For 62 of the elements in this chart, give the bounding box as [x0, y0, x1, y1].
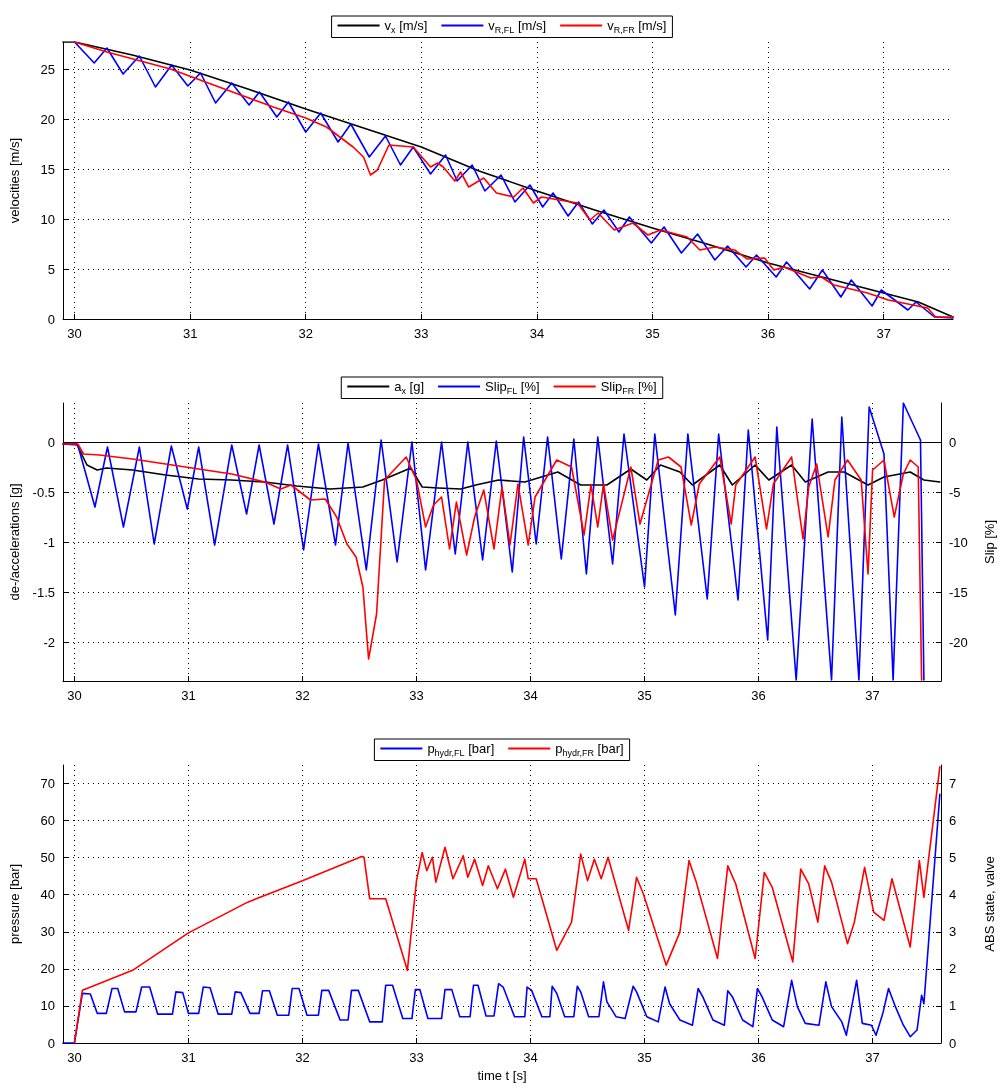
- y2-axis-title: ABS state, valve: [982, 856, 997, 952]
- y-axis-title: velocities [m/s]: [7, 137, 22, 224]
- x-tick-label: 36: [760, 326, 776, 341]
- y-tick-label: 15: [40, 161, 55, 177]
- y-tick-label: 60: [40, 813, 55, 829]
- x-tick-label: 30: [67, 688, 82, 703]
- x-tick-label: 31: [182, 326, 198, 341]
- y2-tick-label: -5: [949, 484, 961, 500]
- x-tick-label: 36: [751, 1050, 766, 1065]
- x-tick-label: 33: [414, 326, 429, 341]
- y-tick-label: -1: [43, 534, 55, 550]
- y2-tick-label: 3: [949, 924, 957, 940]
- y-axis-title: pressure [bar]: [7, 863, 22, 945]
- x-axis-title: time t [s]: [477, 1068, 527, 1083]
- y-tick-label: 0: [47, 434, 55, 450]
- x-tick-label: 34: [523, 1050, 538, 1065]
- y2-tick-label: 2: [949, 961, 957, 977]
- x-tick-label: 31: [181, 688, 196, 703]
- y-tick-label: 20: [40, 961, 55, 977]
- x-tick-label: 35: [645, 326, 660, 341]
- x-tick-label: 36: [751, 688, 766, 703]
- y2-axis-title: Slip [%]: [982, 519, 997, 565]
- x-tick-label: 32: [295, 688, 310, 703]
- y-tick-label: 10: [40, 998, 55, 1014]
- y-tick-label: -2: [43, 634, 55, 650]
- y2-tick-label: -10: [949, 534, 968, 550]
- y2-tick-label: 0: [949, 434, 957, 450]
- y2-tick-label: -20: [949, 634, 968, 650]
- y-tick-label: -0.5: [32, 484, 55, 500]
- y-tick-label: 30: [40, 924, 55, 940]
- x-tick-label: 30: [67, 326, 82, 341]
- y-tick-label: 10: [40, 211, 55, 227]
- x-tick-label: 37: [865, 1050, 880, 1065]
- x-tick-label: 32: [295, 1050, 310, 1065]
- y2-tick-label: -15: [949, 584, 968, 600]
- x-tick-label: 33: [409, 688, 424, 703]
- x-tick-label: 37: [865, 688, 880, 703]
- y-tick-label: 0: [47, 311, 55, 327]
- y2-tick-label: 5: [949, 850, 957, 866]
- y-tick-label: 0: [47, 1035, 55, 1051]
- y-tick-label: 20: [40, 111, 55, 127]
- y2-tick-label: 1: [949, 998, 957, 1014]
- y-tick-label: 5: [47, 261, 55, 277]
- y2-tick-label: 0: [949, 1035, 957, 1051]
- x-tick-label: 35: [637, 1050, 652, 1065]
- x-tick-label: 34: [523, 688, 538, 703]
- x-tick-label: 35: [637, 688, 652, 703]
- y-tick-label: -1.5: [32, 584, 55, 600]
- y-tick-label: 50: [40, 850, 55, 866]
- y2-tick-label: 6: [949, 813, 957, 829]
- x-tick-label: 33: [409, 1050, 424, 1065]
- y-tick-label: 40: [40, 887, 55, 903]
- y-axis-title: de-/accelerations [g]: [7, 483, 22, 601]
- x-tick-label: 37: [876, 326, 891, 341]
- x-tick-label: 30: [67, 1050, 82, 1065]
- x-tick-label: 34: [529, 326, 545, 341]
- y-tick-label: 25: [40, 61, 55, 77]
- y-tick-label: 70: [40, 776, 55, 792]
- x-tick-label: 32: [298, 326, 313, 341]
- y2-tick-label: 4: [949, 887, 957, 903]
- y2-tick-label: 7: [949, 776, 957, 792]
- x-tick-label: 31: [181, 1050, 196, 1065]
